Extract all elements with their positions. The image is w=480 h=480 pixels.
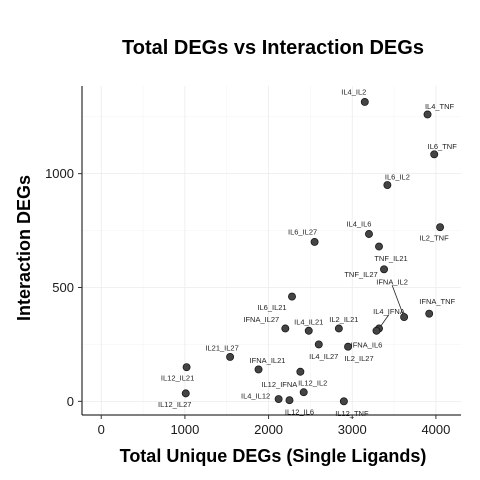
- data-point: [344, 342, 353, 351]
- point-label: IL2_IL21: [329, 315, 358, 324]
- point-label: IFNA_IL21: [250, 356, 286, 365]
- point-label: IL12_IL21: [161, 374, 194, 383]
- y-axis-title: Interaction DEGs: [14, 175, 34, 321]
- point-label: IL2_IL27: [344, 354, 373, 363]
- data-point: [372, 326, 381, 335]
- data-point: [181, 389, 190, 398]
- data-point: [182, 363, 191, 372]
- axes: [78, 86, 461, 419]
- y-tick-label: 500: [52, 280, 74, 295]
- data-point: [288, 292, 296, 301]
- point-label: IFNA_IL6: [351, 340, 383, 349]
- data-point: [360, 97, 369, 106]
- data-point: [304, 326, 313, 335]
- point-label: IL4_IL12: [241, 392, 270, 401]
- data-point: [430, 150, 439, 159]
- point-label: IL6_IL2: [385, 173, 410, 182]
- point-labels: IL4_IL2 IL4_TNF IL6_TNF IL6_IL2 IL2_TNF IL4_I…: [158, 87, 457, 417]
- x-tick-label: 1000: [170, 422, 199, 437]
- x-tick-label: 4000: [421, 422, 450, 437]
- point-label: IL4_TNF: [425, 102, 455, 111]
- data-point: [296, 367, 305, 376]
- data-point: [383, 181, 392, 189]
- data-point: [365, 230, 373, 238]
- data-point: [334, 324, 343, 333]
- point-label: IL12_IL6: [285, 408, 314, 417]
- point-label: IL4_IFNA: [373, 307, 405, 316]
- data-point: [425, 309, 434, 318]
- x-tick-label: 3000: [338, 422, 367, 437]
- point-label: TNF_IL27: [344, 270, 377, 279]
- point-label: IFNA_TNF: [419, 297, 455, 306]
- data-point: [274, 395, 283, 404]
- point-label: IFNA_IL27: [243, 315, 279, 324]
- y-tick-label: 0: [67, 394, 74, 409]
- point-label: IL12_IL2: [298, 379, 327, 388]
- point-label: IL4_IL27: [309, 352, 338, 361]
- point-label: IL4_IL21: [294, 317, 323, 326]
- x-axis-title: Total Unique DEGs (Single Ligands): [120, 446, 427, 466]
- point-label: IL12_TNF: [335, 409, 369, 418]
- x-tick-label: 0: [98, 422, 105, 437]
- data-point: [436, 223, 445, 232]
- grid-lines: [82, 86, 461, 415]
- point-label: IL12_IL27: [158, 400, 191, 409]
- point-label: IL21_IL27: [205, 343, 238, 352]
- data-point: [339, 397, 348, 406]
- leader-line: [391, 284, 405, 318]
- data-points: [181, 97, 445, 406]
- point-label: IL6_IL27: [288, 227, 317, 236]
- point-label: IL4_IL6: [346, 219, 371, 228]
- data-point: [285, 396, 294, 405]
- chart-title: Total DEGs vs Interaction DEGs: [122, 37, 424, 59]
- y-tick-label: 1000: [45, 166, 74, 181]
- point-label: TNF_IL21: [374, 254, 407, 263]
- data-point: [380, 265, 388, 274]
- data-point: [423, 110, 432, 119]
- data-point: [281, 324, 290, 333]
- data-point: [299, 388, 308, 397]
- point-label: IL2_TNF: [419, 234, 449, 243]
- data-point: [310, 238, 319, 246]
- data-point: [254, 365, 263, 374]
- data-point: [226, 352, 235, 361]
- point-label: IL6_TNF: [428, 142, 458, 151]
- point-label: IL4_IL2: [341, 87, 366, 96]
- point-label: IFNA_IL2: [376, 278, 408, 287]
- data-point: [400, 313, 409, 322]
- data-point: [375, 242, 383, 251]
- tick-labels: 0 1000 2000 3000 4000 0 500 1000: [45, 166, 450, 437]
- x-tick-label: 2000: [254, 422, 283, 437]
- data-point: [314, 340, 323, 349]
- point-label: IL12_IFNA: [261, 380, 297, 389]
- point-label: IL6_IL21: [257, 303, 286, 312]
